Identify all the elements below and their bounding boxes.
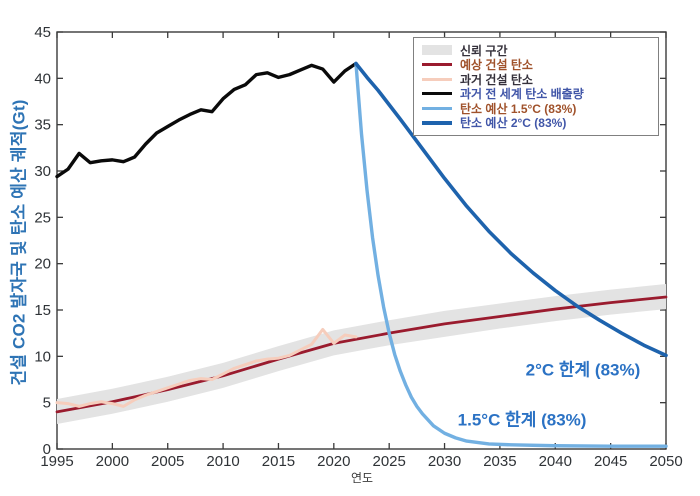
series-line-탄소 예산 2°C (83%): [354, 61, 668, 358]
legend-item-budget-2c: 탄소 예산 2°C (83%): [422, 116, 650, 130]
legend-item-projected-construction-carbon: 예상 건설 탄소: [422, 58, 650, 72]
y-tick-label: 10: [34, 348, 51, 365]
x-tick-label: 1995: [40, 453, 73, 470]
x-tick-label: 2020: [317, 453, 350, 470]
x-tick-label: 2040: [539, 453, 572, 470]
legend-item-budget-1p5c: 탄소 예산 1.5°C (83%): [422, 101, 650, 116]
x-axis-label: 연도: [350, 471, 374, 485]
y-tick-label: 20: [34, 256, 51, 273]
y-tick-label: 40: [34, 70, 51, 87]
x-tick-label: 2035: [483, 453, 516, 470]
legend-swatch-historical-construction-carbon: [422, 77, 452, 81]
y-tick-label: 45: [34, 24, 51, 41]
annotation-1p5c-limit: 1.5°C 한계 (83%): [457, 410, 587, 430]
annotation-2c-limit: 2°C 한계 (83%): [525, 360, 641, 380]
legend-swatch-projected-construction-carbon: [422, 63, 452, 67]
y-tick-label: 35: [34, 117, 51, 134]
legend-label: 탄소 예산 2°C (83%): [460, 116, 567, 131]
legend-swatch-confidence-band: [422, 45, 452, 55]
legend-item-historical-global-emissions: 과거 전 세계 탄소 배출량: [422, 87, 650, 101]
legend-item-confidence-band: 신뢰 구간: [422, 43, 650, 58]
x-tick-label: 2010: [206, 453, 239, 470]
y-axis-label: 건설 CO2 발자국 및 탄소 예산 궤적(Gt): [9, 99, 29, 386]
x-tick-label: 2025: [372, 453, 405, 470]
x-tick-label: 2015: [262, 453, 295, 470]
y-tick-label: 25: [34, 209, 51, 226]
y-tick-label: 30: [34, 163, 51, 180]
series-line-과거 전 세계 탄소 배출량: [55, 61, 358, 179]
confidence-band: [57, 284, 666, 424]
legend-label: 예상 건설 탄소: [460, 58, 533, 73]
legend-item-historical-construction-carbon: 과거 건설 탄소: [422, 72, 650, 87]
legend-label: 탄소 예산 1.5°C (83%): [460, 101, 577, 116]
x-tick-label: 2000: [96, 453, 129, 470]
y-tick-label: 0: [43, 441, 51, 458]
legend-label: 과거 전 세계 탄소 배출량: [460, 87, 584, 102]
y-tick-label: 15: [34, 302, 51, 319]
legend-swatch-historical-global-emissions: [422, 92, 452, 96]
axes-box: [56, 31, 667, 450]
x-tick-label: 2050: [649, 453, 682, 470]
legend-label: 신뢰 구간: [460, 43, 508, 58]
legend: 신뢰 구간 예상 건설 탄소 과거 건설 탄소 과거 전 세계 탄소 배출량 탄…: [413, 37, 659, 136]
series-line-탄소 예산 1.5°C (83%): [354, 61, 668, 448]
y-tick-label: 5: [43, 395, 51, 412]
x-tick-label: 2030: [428, 453, 461, 470]
x-tick-label: 2045: [594, 453, 627, 470]
series-line-과거 건설 탄소: [55, 327, 358, 408]
legend-swatch-budget-1p5c: [422, 106, 452, 111]
x-tick-label: 2005: [151, 453, 184, 470]
legend-swatch-budget-2c: [422, 121, 452, 125]
legend-label: 과거 건설 탄소: [460, 72, 533, 87]
